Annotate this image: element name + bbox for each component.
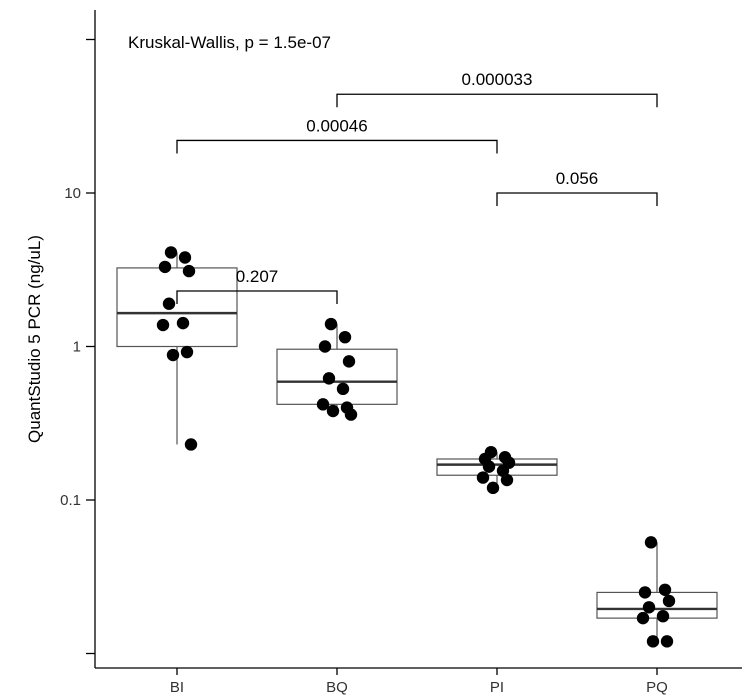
data-point-PI xyxy=(482,460,496,473)
p-value-BQ-PQ: 0.000033 xyxy=(462,70,533,89)
x-tick-label-PQ: PQ xyxy=(646,679,668,696)
x-tick-label-BQ: BQ xyxy=(326,679,348,696)
box-PI xyxy=(436,458,558,476)
data-point-BQ xyxy=(316,398,330,411)
data-point-BI xyxy=(162,297,176,310)
data-point-BQ xyxy=(336,382,350,396)
y-ticks: 0.1 1 10 xyxy=(60,38,95,655)
data-point-PQ xyxy=(658,583,672,597)
y-tick-label-1: 1 xyxy=(73,339,81,356)
kruskal-wallis-annotation: Kruskal-Wallis, p = 1.5e-07 xyxy=(128,33,331,52)
data-point-BI xyxy=(182,264,196,278)
p-value-BI-BQ: 0.207 xyxy=(236,267,279,286)
p-value-BI-PI: 0.00046 xyxy=(306,116,367,135)
bracket-BQ-PQ xyxy=(336,93,658,108)
data-point-PQ xyxy=(660,635,674,648)
box-PQ xyxy=(596,591,718,619)
data-point-PQ xyxy=(662,594,676,608)
data-point-BQ xyxy=(324,317,338,331)
box-BI xyxy=(116,267,238,348)
data-point-BI xyxy=(184,438,198,451)
comparison-brackets: 0.207 0.00046 0.000033 0.056 xyxy=(176,70,658,304)
x-tick-label-BI: BI xyxy=(170,679,184,696)
y-axis-label: QuantStudio 5 PCR (ng/uL) xyxy=(25,235,44,443)
x-tick-label-PI: PI xyxy=(490,679,504,696)
data-point-BI xyxy=(164,246,178,259)
bracket-BI-BQ xyxy=(176,290,338,304)
y-tick-label-10: 10 xyxy=(64,185,81,202)
data-points xyxy=(156,246,676,648)
data-point-BI xyxy=(180,345,194,359)
data-point-PQ xyxy=(646,635,660,648)
data-point-BI xyxy=(176,316,190,330)
bracket-BI-PI xyxy=(176,139,498,154)
data-point-PI xyxy=(486,481,500,495)
data-point-PQ xyxy=(638,586,652,599)
axes xyxy=(94,10,742,669)
p-value-PI-PQ: 0.056 xyxy=(556,169,599,188)
boxes xyxy=(116,252,718,642)
box-BQ xyxy=(276,348,398,405)
data-point-BQ xyxy=(344,408,358,421)
data-point-BQ xyxy=(342,355,356,368)
data-point-PI xyxy=(500,473,514,487)
data-point-BI xyxy=(156,318,170,332)
data-point-BQ xyxy=(326,404,340,418)
data-point-BI xyxy=(178,251,192,264)
data-point-PI xyxy=(476,471,490,484)
data-point-BQ xyxy=(338,330,352,344)
data-point-PQ xyxy=(644,536,658,549)
data-point-BQ xyxy=(322,372,336,385)
data-point-PQ xyxy=(656,609,670,623)
data-point-PQ xyxy=(636,611,650,625)
x-ticks: BI BQ PI PQ xyxy=(170,668,668,696)
data-point-BI xyxy=(158,260,172,274)
data-point-PQ xyxy=(642,601,656,614)
data-point-BI xyxy=(166,348,180,362)
data-point-BQ xyxy=(318,340,332,353)
y-tick-label-0.1: 0.1 xyxy=(60,492,81,509)
bracket-PI-PQ xyxy=(496,192,658,206)
